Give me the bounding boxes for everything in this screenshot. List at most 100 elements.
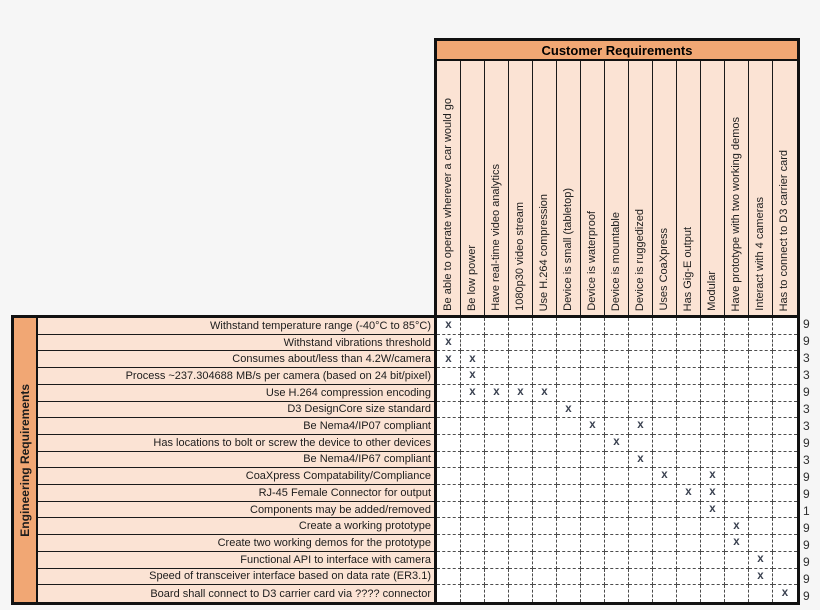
grid-cell-r4-c15 — [773, 368, 797, 385]
grid-cell-r12-c6 — [557, 501, 581, 519]
grid-cell-r8-c7 — [581, 434, 605, 452]
relationship-mark: x — [589, 419, 596, 432]
grid-cell-r1-c12 — [701, 318, 725, 335]
grid-cell-r11-c15 — [773, 485, 797, 502]
grid-cell-r6-c12 — [701, 401, 725, 419]
grid-cell-r9-c15 — [773, 451, 797, 469]
grid-cell-r13-c5 — [533, 518, 557, 536]
engineering-requirements-panel: Engineering Requirements Withstand tempe… — [11, 315, 434, 605]
grid-cell-r12-c13 — [725, 501, 749, 519]
grid-cell-r10-c10: x — [653, 468, 677, 486]
relationship-mark: x — [757, 552, 764, 565]
grid-cell-r11-c4 — [509, 485, 533, 502]
grid-cell-r17-c14 — [749, 585, 773, 602]
grid-cell-r14-c14 — [749, 535, 773, 552]
grid-cell-r16-c15 — [773, 568, 797, 586]
customer-requirement-column-6: Device is small (tabletop) — [557, 61, 581, 315]
grid-cell-r17-c7 — [581, 585, 605, 602]
grid-cell-r6-c6: x — [557, 401, 581, 419]
grid-cell-r1-c4 — [509, 318, 533, 335]
grid-cell-r14-c15 — [773, 535, 797, 552]
grid-cell-r6-c3 — [485, 401, 509, 419]
grid-cell-r12-c3 — [485, 501, 509, 519]
customer-requirement-column-5: Use H.264 compression — [533, 61, 557, 315]
grid-cell-r12-c15 — [773, 501, 797, 519]
relationship-mark: x — [733, 519, 740, 532]
grid-cell-r7-c10 — [653, 418, 677, 435]
relationship-mark: x — [469, 385, 476, 398]
importance-value-row-13: 9 — [803, 521, 810, 536]
grid-cell-r4-c14 — [749, 368, 773, 385]
importance-value-row-15: 9 — [803, 555, 810, 570]
engineering-requirement-row-10: CoaXpress Compatability/Compliance — [38, 468, 434, 486]
grid-cell-r3-c9 — [629, 351, 653, 369]
grid-cell-r8-c6 — [557, 434, 581, 452]
grid-cell-r11-c1 — [437, 485, 461, 502]
grid-cell-r3-c2: x — [461, 351, 485, 369]
grid-cell-r5-c11 — [677, 384, 701, 402]
column-label: Be able to operate wherever a car would … — [441, 98, 454, 311]
grid-cell-r2-c15 — [773, 334, 797, 352]
relationship-mark: x — [733, 536, 740, 549]
grid-cell-r13-c2 — [461, 518, 485, 536]
importance-value-row-7: 3 — [803, 418, 810, 433]
customer-requirement-column-15: Has to connect to D3 carrier card — [773, 61, 797, 315]
grid-cell-r2-c12 — [701, 334, 725, 352]
grid-cell-r11-c2 — [461, 485, 485, 502]
grid-cell-r10-c12: x — [701, 468, 725, 486]
grid-cell-r11-c12: x — [701, 485, 725, 502]
relationship-mark: x — [637, 452, 644, 465]
grid-cell-r16-c13 — [725, 568, 749, 586]
grid-cell-r13-c9 — [629, 518, 653, 536]
grid-cell-r11-c10 — [653, 485, 677, 502]
engineering-requirement-row-1: Withstand temperature range (-40°C to 85… — [38, 318, 434, 335]
importance-value-row-10: 9 — [803, 470, 810, 485]
grid-cell-r5-c1 — [437, 384, 461, 402]
engineering-requirements-band: Engineering Requirements — [14, 318, 38, 602]
grid-cell-r10-c2 — [461, 468, 485, 486]
grid-cell-r9-c10 — [653, 451, 677, 469]
grid-cell-r12-c10 — [653, 501, 677, 519]
grid-cell-r11-c5 — [533, 485, 557, 502]
grid-cell-r7-c7: x — [581, 418, 605, 435]
relationship-mark: x — [445, 319, 452, 332]
relationship-mark: x — [493, 385, 500, 398]
grid-cell-r14-c5 — [533, 535, 557, 552]
grid-cell-r14-c7 — [581, 535, 605, 552]
column-label: Modular — [705, 271, 718, 311]
relationship-mark: x — [709, 502, 716, 515]
grid-cell-r10-c3 — [485, 468, 509, 486]
grid-cell-r15-c15 — [773, 551, 797, 569]
column-label: Uses CoaXpress — [657, 228, 670, 311]
grid-cell-r16-c10 — [653, 568, 677, 586]
grid-cell-r6-c7 — [581, 401, 605, 419]
grid-cell-r14-c11 — [677, 535, 701, 552]
grid-cell-r8-c14 — [749, 434, 773, 452]
grid-cell-r5-c13 — [725, 384, 749, 402]
grid-cell-r14-c4 — [509, 535, 533, 552]
grid-cell-r14-c2 — [461, 535, 485, 552]
relationship-mark: x — [541, 385, 548, 398]
relationship-mark: x — [781, 586, 789, 599]
grid-cell-r2-c13 — [725, 334, 749, 352]
grid-cell-r7-c6 — [557, 418, 581, 435]
grid-cell-r3-c11 — [677, 351, 701, 369]
grid-cell-r1-c8 — [605, 318, 629, 335]
grid-cell-r6-c5 — [533, 401, 557, 419]
relationship-mark: x — [709, 486, 716, 499]
grid-cell-r2-c6 — [557, 334, 581, 352]
grid-cell-r1-c2 — [461, 318, 485, 335]
grid-cell-r17-c12 — [701, 585, 725, 602]
importance-value-row-5: 9 — [803, 384, 810, 399]
grid-cell-r12-c4 — [509, 501, 533, 519]
grid-cell-r17-c10 — [653, 585, 677, 602]
importance-value-row-14: 9 — [803, 538, 810, 553]
relationship-mark: x — [709, 469, 716, 482]
grid-cell-r6-c14 — [749, 401, 773, 419]
importance-value-row-3: 3 — [803, 350, 810, 365]
customer-requirement-column-14: Interact with 4 cameras — [749, 61, 773, 315]
grid-cell-r10-c5 — [533, 468, 557, 486]
grid-cell-r3-c3 — [485, 351, 509, 369]
grid-cell-r14-c1 — [437, 535, 461, 552]
grid-cell-r10-c8 — [605, 468, 629, 486]
